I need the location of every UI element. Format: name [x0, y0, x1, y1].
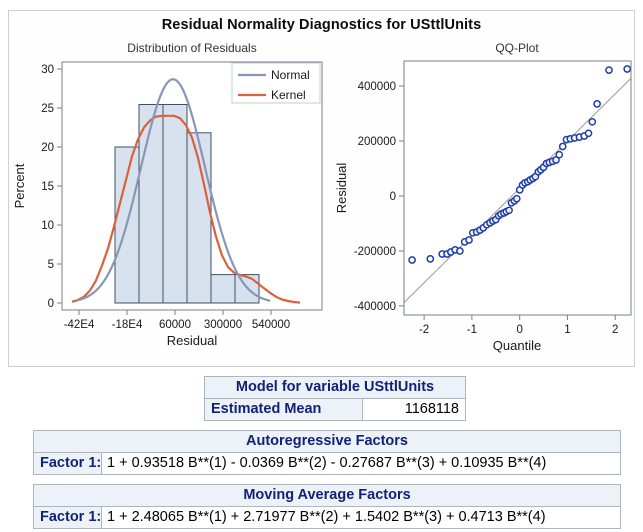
svg-text:-18E4: -18E4	[112, 319, 143, 331]
qq-plot-chart: -2 -1 0 1 2 -400000 -200000 0 200000 400000 Quanti…	[336, 41, 632, 353]
kernel-curve	[71, 114, 301, 304]
model-table: Model for variable USttlUnits Estimated …	[203, 376, 467, 421]
svg-text:200000: 200000	[358, 136, 396, 148]
model-table-title: Model for variable USttlUnits	[203, 376, 467, 399]
svg-text:QQ-Plot: QQ-Plot	[495, 41, 539, 55]
svg-text:10: 10	[41, 220, 54, 232]
svg-text:Normal: Normal	[271, 68, 310, 82]
svg-text:-42E4: -42E4	[64, 319, 95, 331]
svg-text:2: 2	[612, 324, 618, 336]
svg-text:300000: 300000	[204, 319, 242, 331]
svg-text:Kernel: Kernel	[271, 88, 306, 102]
ar-table-title: Autoregressive Factors	[32, 430, 622, 453]
normal-curve	[76, 78, 271, 302]
svg-text:400000: 400000	[358, 81, 396, 93]
qq-points	[408, 65, 632, 264]
svg-text:Residual: Residual	[336, 163, 349, 214]
autoregressive-factors-table: Autoregressive Factors Factor 1: 1 + 0.9…	[32, 430, 622, 475]
ar-factor-label: Factor 1:	[33, 452, 102, 475]
svg-text:5: 5	[48, 259, 54, 271]
table-row: Factor 1: 1 + 2.48065 B**(1) + 2.71977 B…	[33, 506, 621, 529]
ma-table-title: Moving Average Factors	[33, 484, 621, 507]
svg-text:20: 20	[41, 142, 54, 154]
svg-text:Distribution of Residuals: Distribution of Residuals	[127, 41, 256, 55]
svg-text:-2: -2	[419, 324, 429, 336]
svg-text:30: 30	[41, 64, 54, 76]
ma-factor-formula: 1 + 2.48065 B**(1) + 2.71977 B**(2) + 1.…	[101, 506, 621, 529]
svg-text:1: 1	[564, 324, 570, 336]
svg-text:0: 0	[48, 298, 54, 310]
svg-text:15: 15	[41, 181, 54, 193]
histogram-axes: -42E4 -18E4 60000 300000 540000 0 5 10 15 20 25 30	[41, 64, 290, 331]
ma-factor-label: Factor 1:	[33, 506, 102, 529]
svg-text:0: 0	[516, 324, 522, 336]
svg-text:25: 25	[41, 103, 54, 115]
ar-factor-formula: 1 + 0.93518 B**(1) - 0.0369 B**(2) - 0.2…	[100, 452, 622, 475]
moving-average-factors-table: Moving Average Factors Factor 1: 1 + 2.4…	[33, 484, 621, 529]
qq-axes: -2 -1 0 1 2 -400000 -200000 0 200000 400000	[354, 81, 619, 336]
graph-title: Residual Normality Diagnostics for USttl…	[161, 17, 482, 33]
estimated-mean-value: 1168118	[361, 398, 467, 421]
svg-text:-200000: -200000	[354, 246, 396, 258]
svg-text:Quantile: Quantile	[493, 338, 541, 353]
estimated-mean-label: Estimated Mean	[204, 398, 363, 421]
svg-text:540000: 540000	[252, 319, 290, 331]
svg-text:60000: 60000	[159, 319, 191, 331]
table-row: Estimated Mean 1168118	[204, 398, 467, 421]
svg-text:Percent: Percent	[12, 163, 27, 208]
histogram-chart: -42E4 -18E4 60000 300000 540000 0 5 10 15 20 25 30 R…	[12, 41, 323, 348]
svg-text:Residual: Residual	[167, 333, 218, 348]
svg-text:-400000: -400000	[354, 301, 396, 313]
svg-text:0: 0	[390, 191, 396, 203]
histogram-legend: Normal Kernel	[231, 62, 321, 104]
svg-text:-1: -1	[467, 324, 477, 336]
table-row: Factor 1: 1 + 0.93518 B**(1) - 0.0369 B*…	[33, 452, 622, 475]
